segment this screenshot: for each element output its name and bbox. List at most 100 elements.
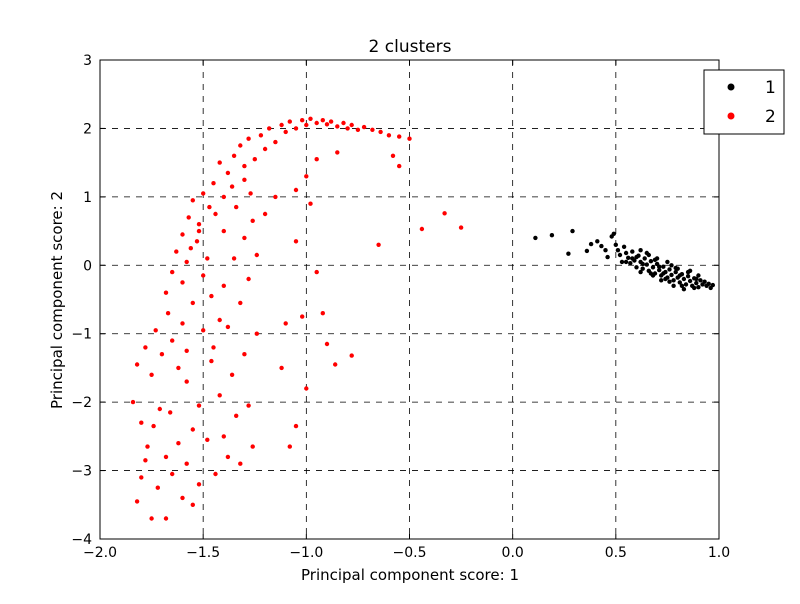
data-point-series-2: [190, 300, 195, 306]
data-point-series-2: [143, 345, 148, 350]
data-point-series-1: [694, 280, 699, 286]
x-tick-label: −1.0: [289, 545, 323, 561]
data-point-series-2: [283, 129, 288, 135]
data-point-series-2: [248, 191, 253, 196]
data-point-series-1: [533, 235, 538, 241]
data-point-series-1: [673, 265, 678, 271]
data-point-series-2: [143, 458, 148, 463]
data-point-series-2: [201, 328, 206, 333]
data-point-series-1: [702, 279, 707, 284]
data-point-series-1: [659, 278, 664, 283]
data-point-series-2: [170, 269, 175, 275]
data-point-series-2: [180, 495, 185, 501]
data-point-series-2: [190, 502, 195, 507]
data-point-series-2: [238, 300, 243, 306]
data-point-series-1: [685, 274, 691, 279]
data-point-series-1: [687, 278, 693, 284]
data-point-series-2: [234, 204, 239, 210]
data-point-series-2: [201, 273, 206, 278]
data-point-series-2: [250, 218, 255, 223]
y-tick-label: −1: [71, 327, 92, 343]
data-point-series-2: [163, 454, 169, 460]
plot-background: [100, 60, 719, 539]
data-point-series-2: [314, 157, 319, 162]
y-tick-label: −2: [71, 395, 92, 411]
data-point-series-2: [442, 211, 447, 216]
data-point-series-2: [225, 324, 231, 330]
data-point-series-2: [304, 386, 309, 391]
data-point-series-1: [698, 278, 703, 283]
data-point-series-2: [196, 228, 202, 234]
data-point-series-1: [710, 282, 715, 288]
data-point-series-1: [623, 250, 629, 256]
data-point-series-2: [151, 423, 156, 429]
data-point-series-1: [663, 276, 668, 282]
data-point-series-1: [566, 251, 571, 256]
x-tick-label: 0.0: [502, 545, 524, 561]
data-point-series-2: [320, 118, 325, 123]
data-point-series-2: [186, 215, 191, 220]
data-point-series-2: [304, 174, 309, 179]
data-point-series-1: [599, 243, 604, 249]
data-point-series-2: [234, 413, 239, 418]
data-point-series-1: [679, 283, 685, 288]
data-point-series-1: [630, 249, 635, 254]
data-point-series-2: [279, 365, 284, 371]
data-point-series-2: [213, 471, 218, 477]
legend-box: [703, 69, 785, 135]
data-point-series-1: [669, 272, 674, 278]
data-point-series-2: [221, 228, 226, 234]
data-point-series-2: [267, 126, 272, 131]
data-point-series-2: [333, 362, 338, 367]
data-point-series-2: [300, 314, 305, 319]
data-point-series-1: [657, 267, 662, 273]
data-point-series-1: [613, 242, 618, 247]
data-point-series-2: [361, 124, 367, 130]
data-point-series-1: [549, 233, 555, 238]
y-axis-label: Principal component score: 2: [48, 191, 66, 409]
data-point-series-2: [211, 181, 216, 186]
data-point-series-1: [671, 283, 676, 288]
data-point-series-2: [153, 328, 158, 333]
data-point-series-1: [619, 259, 625, 265]
data-point-series-1: [667, 267, 672, 272]
data-point-series-1: [661, 271, 666, 276]
data-point-series-1: [595, 239, 600, 244]
data-point-series-1: [652, 257, 658, 262]
x-tick-label: −2.0: [83, 545, 117, 561]
y-tick-label: 3: [83, 53, 92, 69]
data-point-series-2: [176, 441, 181, 446]
data-point-series-2: [300, 118, 305, 123]
data-point-series-1: [673, 269, 678, 275]
y-tick-label: 2: [83, 121, 92, 137]
data-point-series-1: [683, 282, 689, 287]
data-point-series-2: [335, 124, 340, 129]
data-point-series-2: [157, 406, 162, 412]
data-point-series-2: [238, 461, 243, 466]
data-point-series-2: [242, 177, 247, 182]
data-point-series-1: [605, 254, 610, 260]
data-point-series-2: [188, 246, 193, 251]
data-point-series-2: [180, 280, 185, 285]
data-point-series-2: [159, 352, 165, 357]
data-point-series-1: [640, 266, 645, 271]
data-point-series-2: [184, 348, 189, 353]
data-point-series-1: [661, 264, 666, 269]
data-point-series-2: [287, 444, 292, 449]
data-point-series-1: [677, 273, 682, 278]
data-point-series-2: [149, 372, 154, 377]
data-point-series-2: [328, 119, 334, 124]
data-point-series-1: [696, 285, 701, 290]
data-point-series-2: [314, 269, 319, 275]
data-point-series-1: [650, 265, 656, 270]
data-point-series-1: [626, 255, 631, 260]
data-point-series-2: [217, 317, 222, 323]
data-point-series-2: [314, 120, 319, 126]
y-tick-label: −4: [71, 532, 92, 548]
data-point-series-1: [657, 264, 662, 269]
data-point-series-2: [184, 379, 189, 384]
data-point-series-1: [634, 254, 639, 260]
data-point-series-1: [677, 280, 682, 285]
